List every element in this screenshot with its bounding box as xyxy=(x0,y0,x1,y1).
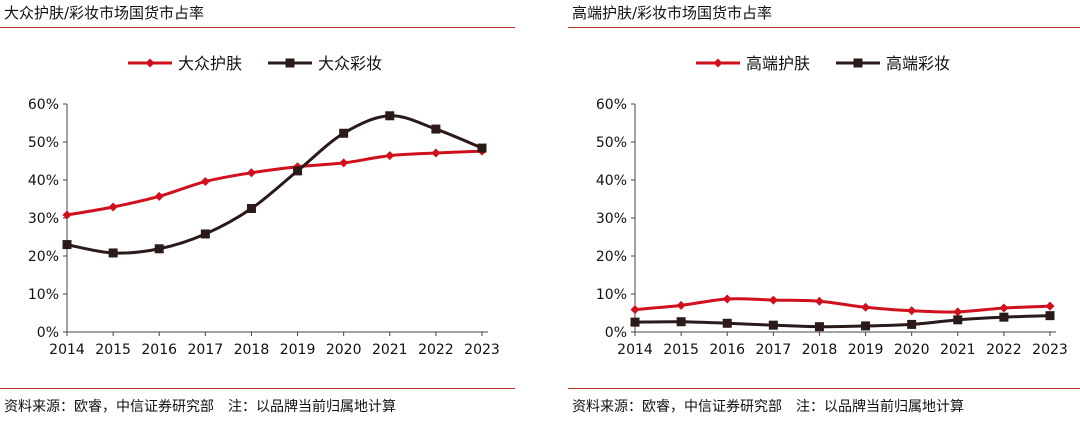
x-tick-label: 2015 xyxy=(663,342,699,358)
series-line-1 xyxy=(634,314,1051,329)
data-point xyxy=(385,111,395,121)
x-tick-label: 2022 xyxy=(986,342,1022,358)
x-tick-label: 2015 xyxy=(95,342,131,358)
source-divider xyxy=(0,388,515,389)
x-tick-label: 2023 xyxy=(464,342,500,358)
data-point xyxy=(861,321,871,331)
data-point xyxy=(62,240,72,250)
x-tick-label: 2021 xyxy=(372,342,408,358)
data-point xyxy=(768,320,778,330)
x-tick-label: 2014 xyxy=(49,342,85,358)
legend-marker xyxy=(713,58,723,68)
x-tick-label: 2018 xyxy=(234,342,270,358)
data-point xyxy=(953,315,963,325)
data-point xyxy=(62,210,72,220)
data-point xyxy=(907,306,917,316)
y-tick-label: 30% xyxy=(596,211,627,227)
x-tick-label: 2016 xyxy=(709,342,745,358)
data-point xyxy=(722,294,732,304)
data-point xyxy=(907,319,917,329)
x-tick-label: 2017 xyxy=(756,342,792,358)
chart-panel-premium: 高端护肤/彩妆市场国货市占率 0% 10% 20% 30% 40% 50% 60% 2014 2… xyxy=(568,0,1080,422)
y-tick-label: 0% xyxy=(605,325,627,341)
legend-marker xyxy=(145,58,155,68)
legend-marker xyxy=(285,58,295,68)
series-line-0 xyxy=(66,149,483,217)
x-tick-label: 2021 xyxy=(940,342,976,358)
legend-marker xyxy=(853,58,863,68)
data-point xyxy=(293,166,303,176)
data-point xyxy=(1045,311,1055,321)
data-point xyxy=(676,300,686,310)
y-tick-label: 50% xyxy=(28,135,59,151)
x-tick-label: 2020 xyxy=(326,342,362,358)
data-point xyxy=(999,312,1009,322)
title-divider xyxy=(568,27,1080,28)
data-point xyxy=(814,322,824,332)
y-tick-label: 0% xyxy=(37,325,59,341)
data-point xyxy=(339,158,349,168)
chart-title: 高端护肤/彩妆市场国货市占率 xyxy=(572,4,773,22)
data-point xyxy=(108,202,118,212)
legend-label: 大众护肤 xyxy=(178,54,242,73)
x-tick-label: 2020 xyxy=(894,342,930,358)
data-point xyxy=(814,296,824,306)
x-tick-label: 2019 xyxy=(848,342,884,358)
source-note: 资料来源：欧睿，中信证券研究部 注：以品牌当前归属地计算 xyxy=(572,399,964,415)
data-point xyxy=(108,248,118,258)
chart-panel-mass: 大众护肤/彩妆市场国货市占率 0% 10% 20% 30% 40% 50% 60% 2014 2… xyxy=(0,0,515,422)
data-point xyxy=(722,318,732,328)
data-point xyxy=(385,151,395,161)
data-point xyxy=(246,168,256,178)
x-tick-label: 2016 xyxy=(141,342,177,358)
x-tick-label: 2018 xyxy=(802,342,838,358)
series-line-1 xyxy=(66,114,483,255)
data-point xyxy=(630,305,640,315)
y-tick-label: 40% xyxy=(28,173,59,189)
data-point xyxy=(154,191,164,201)
y-tick-label: 10% xyxy=(596,287,627,303)
data-point xyxy=(861,302,871,312)
series-line-0 xyxy=(634,297,1051,314)
title-divider xyxy=(0,27,515,28)
y-tick-label: 50% xyxy=(596,135,627,151)
y-tick-label: 60% xyxy=(28,97,59,113)
legend-label: 高端彩妆 xyxy=(886,54,950,73)
x-tick-label: 2019 xyxy=(280,342,316,358)
data-point xyxy=(676,317,686,327)
data-point xyxy=(999,303,1009,313)
x-tick-label: 2014 xyxy=(617,342,653,358)
y-tick-label: 60% xyxy=(596,97,627,113)
data-point xyxy=(154,244,164,254)
y-tick-label: 40% xyxy=(596,173,627,189)
y-tick-label: 20% xyxy=(28,249,59,265)
legend-label: 大众彩妆 xyxy=(318,54,382,73)
line-chart-mass: 0% 10% 20% 30% 40% 50% 60% 2014 2015 2016 2017 2018… xyxy=(28,54,500,358)
data-point xyxy=(953,307,963,317)
data-point xyxy=(339,128,349,138)
data-point xyxy=(477,143,487,153)
legend-label: 高端护肤 xyxy=(746,54,810,73)
data-point xyxy=(431,124,441,134)
y-tick-label: 10% xyxy=(28,287,59,303)
x-tick-label: 2022 xyxy=(418,342,454,358)
source-divider xyxy=(568,388,1080,389)
chart-title: 大众护肤/彩妆市场国货市占率 xyxy=(4,4,205,22)
y-tick-label: 30% xyxy=(28,211,59,227)
data-point xyxy=(246,204,256,213)
y-tick-label: 20% xyxy=(596,249,627,265)
data-point xyxy=(200,177,210,187)
x-tick-label: 2023 xyxy=(1032,342,1068,358)
source-note: 资料来源：欧睿，中信证券研究部 注：以品牌当前归属地计算 xyxy=(4,399,396,415)
data-point xyxy=(200,229,210,239)
x-tick-label: 2017 xyxy=(188,342,224,358)
data-point xyxy=(431,148,441,158)
data-point xyxy=(768,295,778,305)
line-chart-premium: 0% 10% 20% 30% 40% 50% 60% 2014 2015 2016 2017 2018… xyxy=(596,54,1068,358)
data-point xyxy=(1045,301,1055,311)
data-point xyxy=(630,317,640,327)
